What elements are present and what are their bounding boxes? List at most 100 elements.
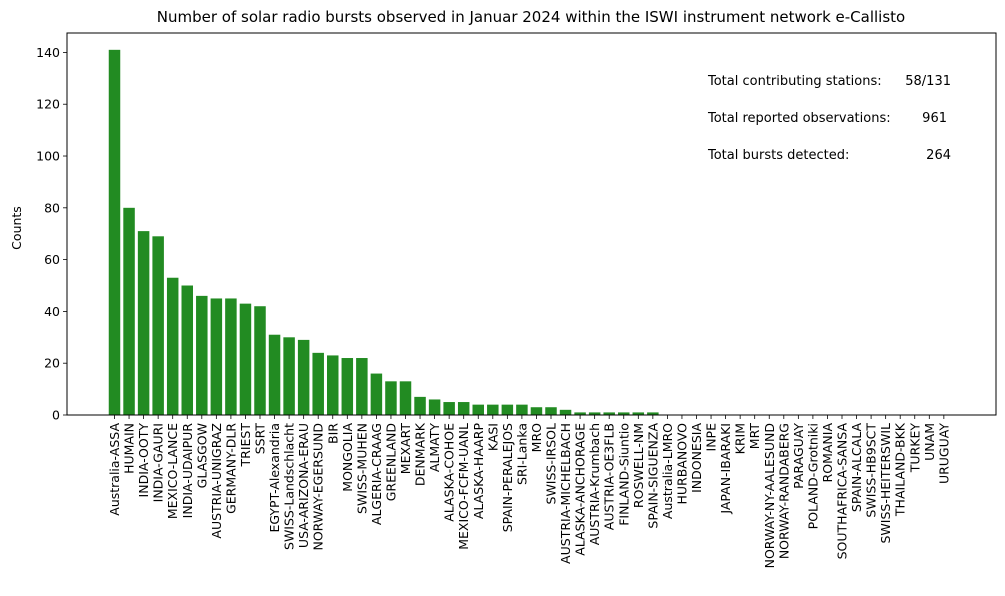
bar [545,407,557,415]
y-tick-label: 0 [52,408,60,423]
x-tick-label: MEXICO-LANCE [165,423,180,519]
bar [501,404,514,415]
annotation-observations-label: Total reported observations: [707,111,891,126]
bar [123,207,135,415]
x-tick-label: ALMATY [427,423,442,473]
x-tick-label: NORWAY-NY-AALESUND [762,423,777,568]
bar [588,412,601,415]
x-tick-label: AUSTRIA-MICHELBACH [558,423,573,564]
bar [574,412,586,415]
bar [312,352,324,415]
x-tick-label: Australia-LMRO [660,423,675,519]
x-tick-label: KRIM [733,423,748,454]
bar [196,295,208,415]
x-tick-label: PARAGUAY [791,423,806,489]
bar [210,298,223,415]
x-tick-label: UNAM [922,423,937,461]
x-tick-label: ROMANIA [820,423,835,483]
bar [487,404,499,415]
x-tick-label: SWISS-IRSOL [544,423,559,505]
x-tick-label: MONGOLIA [340,423,355,492]
x-tick-label: SWISS-MUHEN [354,423,369,514]
x-tick-label: INDONESIA [689,423,704,493]
bar [516,404,528,415]
bar [137,231,150,415]
chart-title: Number of solar radio bursts observed in… [157,8,905,26]
x-tick-label: NORWAY-RANDABERG [776,423,791,559]
x-tick-label: ALASKA-HAARP [471,423,486,520]
y-tick-label: 120 [36,97,60,112]
x-tick-label: GLASGOW [194,423,209,488]
bar [297,339,310,415]
y-tick-label: 40 [44,304,60,319]
x-tick-label: USA-ARIZONA-ERAU [296,423,311,548]
annotation-bursts-label: Total bursts detected: [707,148,849,163]
x-tick-label: INDIA-UDAIPUR [180,423,195,519]
x-axis: Australia-ASSA HUMAIN INDIA-OOTY INDIA-GAUR… [107,415,951,568]
bar [603,412,615,415]
x-tick-label: MEXICO-FCFM-UANL [456,423,471,550]
annotation-stations-label: Total contributing stations: [707,74,882,89]
plot-frame [66,32,997,416]
bar [341,358,354,415]
bar [385,381,397,415]
summary-annotations: Total contributing stations: 58/131 Tota… [707,74,951,163]
bar [443,402,455,415]
y-tick-label: 80 [44,200,60,215]
bar [472,404,484,415]
x-tick-label: THAILAND-BKK [893,422,908,517]
bar [166,277,179,415]
x-tick-label: ALGERIA-CRAAG [369,423,384,525]
x-tick-label: MRO [529,423,544,452]
bar [647,412,659,415]
x-tick-label: MRT [747,423,762,450]
x-tick-label: SOUTHAFRICA-SANSA [835,423,850,560]
x-tick-label: POLAND-Grotniki [805,423,820,529]
x-tick-label: JAPAN-IBARAKI [718,423,733,515]
y-tick-label: 100 [36,149,60,164]
x-tick-label: MEXART [398,423,413,475]
bar [356,358,368,415]
x-tick-label: SWISS-HEITERSWIL [878,423,893,544]
x-tick-label: SPAIN-SIGUENZA [645,423,660,529]
y-tick-label: 20 [44,356,60,371]
x-tick-label: SWISS-HB9SCT [864,423,879,518]
x-tick-label: KASI [485,423,500,451]
x-tick-label: ROSWELL-NM [631,423,646,508]
bar [399,381,412,415]
x-tick-label: DENMARK [413,422,428,486]
bar [457,402,470,415]
bar [225,298,237,415]
bar [618,412,630,415]
x-tick-label: SPAIN-PERALEJOS [500,423,515,532]
bar [152,236,164,415]
bar [108,49,121,415]
annotation-bursts-value: 264 [926,148,951,163]
bar [181,285,193,415]
x-tick-label: HUMAIN [122,423,137,474]
bar [530,407,543,415]
bar [283,337,295,415]
x-tick-label: EGYPT-Alexandria [267,423,282,533]
x-tick-label: SRI-Lanka [514,423,529,485]
bar [370,373,383,415]
x-tick-label: SSRT [253,423,268,455]
bar [632,412,645,415]
bar [559,409,572,415]
x-tick-label: GREENLAND [383,423,398,501]
x-tick-label: URUGUAY [936,423,951,484]
x-tick-label: INPE [704,423,719,452]
x-tick-label: SPAIN-ALCALA [849,423,864,513]
bar [254,306,266,415]
y-axis-label: Counts [9,206,24,250]
x-tick-label: AUSTRIA-OE3FLB [602,423,617,530]
x-tick-label: SWISS-Landschlacht [282,423,297,550]
bar [414,396,426,415]
x-tick-label: NORWAY-EGERSUND [311,423,326,551]
y-tick-label: 60 [44,252,60,267]
x-tick-label: ALASKA-ANCHORAGE [573,423,588,556]
y-tick-label: 140 [36,45,60,60]
x-tick-label: GERMANY-DLR [223,423,238,514]
y-axis: 0 20 40 60 80 100 120 140 [36,45,67,423]
x-tick-label: AUSTRIA-Krumbach [587,423,602,545]
